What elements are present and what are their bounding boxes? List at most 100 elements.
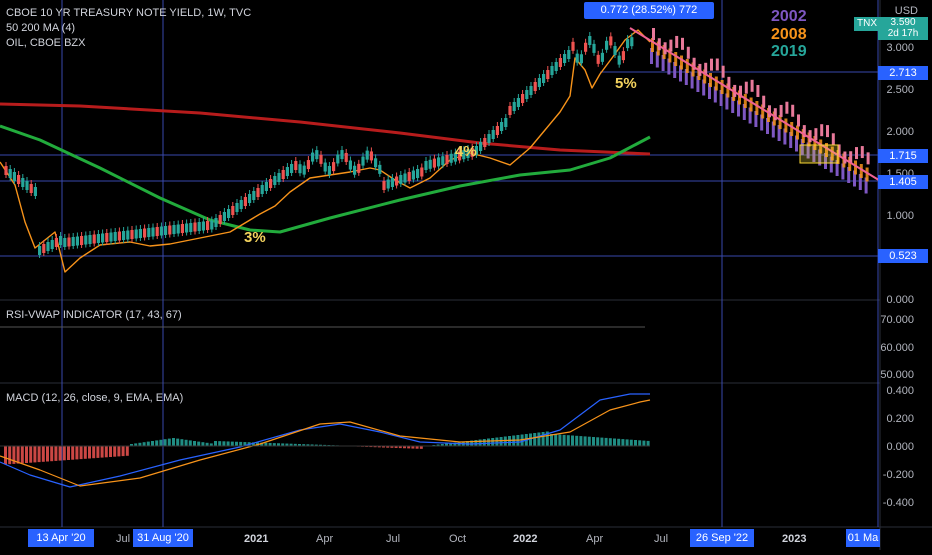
analog-2019-bar [704,62,708,75]
ma-legend[interactable]: 50 200 MA (4) [6,22,76,34]
ma200-line [0,102,651,156]
macd-histogram-bar [298,444,301,447]
macd-histogram-bar [373,446,377,448]
analog-2002-bar [650,48,653,64]
candle-body [609,36,613,46]
analog-2002-bar [818,149,822,166]
candle-body [143,228,147,238]
candle-body [508,106,512,115]
macd-histogram-bar [537,432,541,447]
candle-body [285,167,289,176]
analog-2002-bar [858,174,862,190]
annotation-3pct: 3% [244,229,266,246]
rsi-legend[interactable]: RSI-VWAP INDICATOR (17, 43, 67) [6,309,182,321]
candle-body [399,175,403,184]
candle-body [445,155,449,164]
candle-body [12,172,16,181]
macd-histogram-bar [390,446,394,448]
macd-histogram-bar [516,435,520,447]
candle-body [495,126,499,135]
analog-2019-bar [802,125,806,138]
macd-histogram-bar [369,446,373,448]
candle-body [579,54,583,64]
candle-body [201,221,205,231]
candle-body [185,223,189,233]
macd-histogram-bar [533,433,537,447]
analog-2019-bar [849,151,853,164]
macd-histogram-bar [499,437,503,447]
candle-body [319,154,323,164]
macd-histogram-bar [193,441,196,447]
year-2002-label: 2002 [771,8,807,25]
macd-histogram-bar [16,446,20,464]
macd-histogram-bar [440,444,444,447]
macd-histogram-bar [188,440,192,447]
candle-body [159,226,163,236]
analog-2008-bar [790,122,794,136]
candle-body [197,222,201,231]
analog-2002-bar [835,160,839,176]
analog-2019-bar [866,152,870,165]
candle-body [332,162,336,172]
macd-histogram-bar [251,442,255,447]
analog-2002-bar [841,163,845,180]
candle-body [458,151,462,161]
macd-histogram-bar [142,442,146,447]
candle-body [483,138,487,147]
macd-histogram-bar [403,446,406,449]
macd-histogram-bar [71,446,75,460]
macd-tick: -0.200 [882,469,914,481]
macd-histogram-bar [600,437,604,447]
macd-histogram-bar [155,440,159,447]
candle-body [214,218,218,227]
macd-histogram-bar [4,446,7,465]
analog-2008-bar [685,59,689,73]
analog-2002-bar [847,167,851,183]
candle-body [180,224,184,233]
candle-body [571,41,575,51]
macd-histogram-bar [25,446,28,463]
macd-histogram-bar [281,443,285,447]
macd-histogram-bar [50,446,54,462]
analog-2002-bar [806,142,810,159]
price-tick: 2.500 [886,84,914,96]
candle-body [479,142,483,151]
macd-histogram-bar [197,441,201,447]
macd-histogram-bar [167,438,171,447]
analog-2008-bar [830,146,834,161]
analog-2002-bar [800,139,804,155]
time-tick: Jul [654,533,669,545]
macd-histogram-bar [608,438,612,447]
candle-body [323,162,327,172]
macd-histogram-bar [520,434,524,447]
candle-body [550,66,554,75]
candle-body [474,146,478,155]
analog-2019-bar [814,128,818,141]
candle-body [101,233,105,243]
analog-2008-bar [784,118,788,133]
analog-2019-bar [826,125,829,138]
candle-body [315,150,319,160]
candle-body [189,223,193,232]
macd-histogram-bar [541,432,545,447]
candle-body [168,225,172,235]
candle-body [147,228,151,237]
symbol-title[interactable]: CBOE 10 YR TREASURY NOTE YIELD, 1W, TVC [6,7,252,19]
macd-histogram-bar [571,435,574,447]
candle-body [227,209,231,218]
macd-histogram-bar [138,442,142,447]
macd-legend[interactable]: MACD (12, 26, close, 9, EMA, EMA) [6,392,184,404]
oil-legend[interactable]: OIL, CBOE BZX [6,37,86,49]
candle-body [596,54,600,64]
macd-histogram-bar [575,435,579,447]
candle-body [38,246,42,255]
macd-histogram-bar [209,443,213,447]
macd-histogram-bar [302,444,306,447]
macd-histogram-bar [92,446,96,459]
analog-2019-bar [681,37,684,50]
analog-2008-bar [720,80,724,94]
analog-2008-bar [755,101,759,115]
candle-body [353,165,357,175]
